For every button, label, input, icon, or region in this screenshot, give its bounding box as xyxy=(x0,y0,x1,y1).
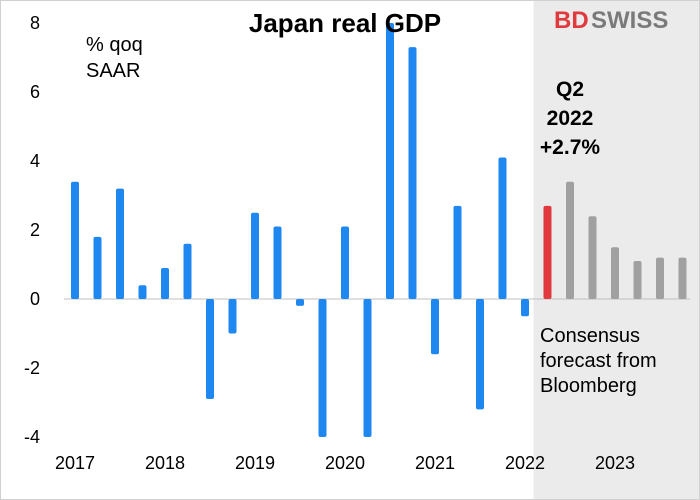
gdp-bar xyxy=(453,205,462,299)
gdp-bar xyxy=(386,23,394,299)
highlight-bar xyxy=(543,205,552,299)
highlight-annotation-line2: 2022 xyxy=(547,107,594,130)
gdp-bar xyxy=(431,299,439,355)
y-axis-ticks: 8 6 4 2 0 -2 -4 xyxy=(24,13,40,447)
forecast-note-line3: Bloomberg xyxy=(540,375,637,397)
gdp-bar xyxy=(161,267,169,299)
highlight-annotation-line1: Q2 xyxy=(556,78,584,101)
y-tick-label: 0 xyxy=(30,289,40,309)
gdp-bar xyxy=(476,299,484,410)
x-tick-label: 2018 xyxy=(145,453,185,473)
x-axis-labels: 2017 2018 2019 2020 2021 2022 2023 xyxy=(55,453,635,473)
gdp-bar xyxy=(93,236,102,299)
forecast-bar xyxy=(611,247,619,299)
gdp-bar xyxy=(71,181,79,299)
gdp-bar xyxy=(251,212,259,299)
gdp-bar xyxy=(363,299,372,437)
y-tick-label: -2 xyxy=(24,358,40,378)
x-tick-label: 2021 xyxy=(415,453,455,473)
forecast-bar xyxy=(656,257,664,299)
y-tick-label: 4 xyxy=(30,151,40,171)
gdp-bar xyxy=(498,157,507,299)
gdp-bar xyxy=(183,243,192,299)
forecast-bar xyxy=(678,257,687,299)
forecast-note-line1: Consensus xyxy=(540,325,640,347)
gdp-bar xyxy=(206,299,214,400)
gdp-bar xyxy=(228,299,237,334)
chart-title: Japan real GDP xyxy=(249,8,441,38)
x-tick-label: 2020 xyxy=(325,453,365,473)
y-tick-label: -4 xyxy=(24,427,40,447)
x-tick-label: 2023 xyxy=(595,453,635,473)
unit-label-line1: % qoq xyxy=(86,34,143,56)
bdswiss-logo: BD SWISS xyxy=(554,7,668,34)
forecast-note-line2: forecast from xyxy=(540,350,657,372)
logo-text-bd: BD xyxy=(554,7,589,34)
unit-label-line2: SAAR xyxy=(86,60,140,82)
gdp-bar xyxy=(341,226,349,299)
gdp-bar xyxy=(408,47,417,300)
highlight-annotation-line3: +2.7% xyxy=(540,136,600,159)
bars xyxy=(71,23,687,437)
forecast-bar xyxy=(566,181,574,299)
x-tick-label: 2019 xyxy=(235,453,275,473)
gdp-bar xyxy=(296,299,304,306)
gdp-bar xyxy=(318,299,327,437)
y-tick-label: 8 xyxy=(30,13,40,33)
gdp-bar xyxy=(521,299,529,317)
y-tick-label: 6 xyxy=(30,82,40,102)
x-tick-label: 2022 xyxy=(505,453,545,473)
gdp-bar xyxy=(138,285,147,299)
gdp-bar xyxy=(273,226,282,299)
gdp-bar xyxy=(116,188,124,299)
logo-text-swiss: SWISS xyxy=(591,7,668,34)
y-tick-label: 2 xyxy=(30,220,40,240)
x-tick-label: 2017 xyxy=(55,453,95,473)
forecast-bar xyxy=(588,216,597,299)
forecast-bar xyxy=(633,261,642,299)
